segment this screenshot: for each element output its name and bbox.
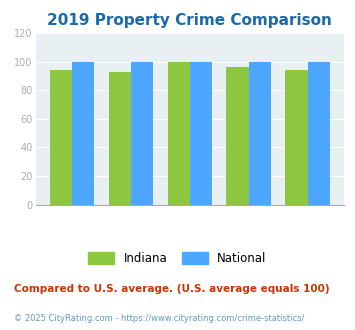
Text: Compared to U.S. average. (U.S. average equals 100): Compared to U.S. average. (U.S. average …	[14, 284, 330, 294]
Bar	[285, 70, 308, 205]
Bar	[72, 62, 94, 205]
Bar	[50, 70, 72, 205]
Bar	[190, 62, 212, 205]
Bar	[249, 62, 271, 205]
Bar	[168, 62, 190, 205]
Bar	[131, 62, 153, 205]
Bar	[109, 72, 131, 205]
Bar	[308, 62, 330, 205]
Legend: Indiana, National: Indiana, National	[84, 247, 271, 269]
Title: 2019 Property Crime Comparison: 2019 Property Crime Comparison	[48, 13, 332, 28]
Text: © 2025 CityRating.com - https://www.cityrating.com/crime-statistics/: © 2025 CityRating.com - https://www.city…	[14, 314, 305, 323]
Bar	[226, 67, 249, 205]
